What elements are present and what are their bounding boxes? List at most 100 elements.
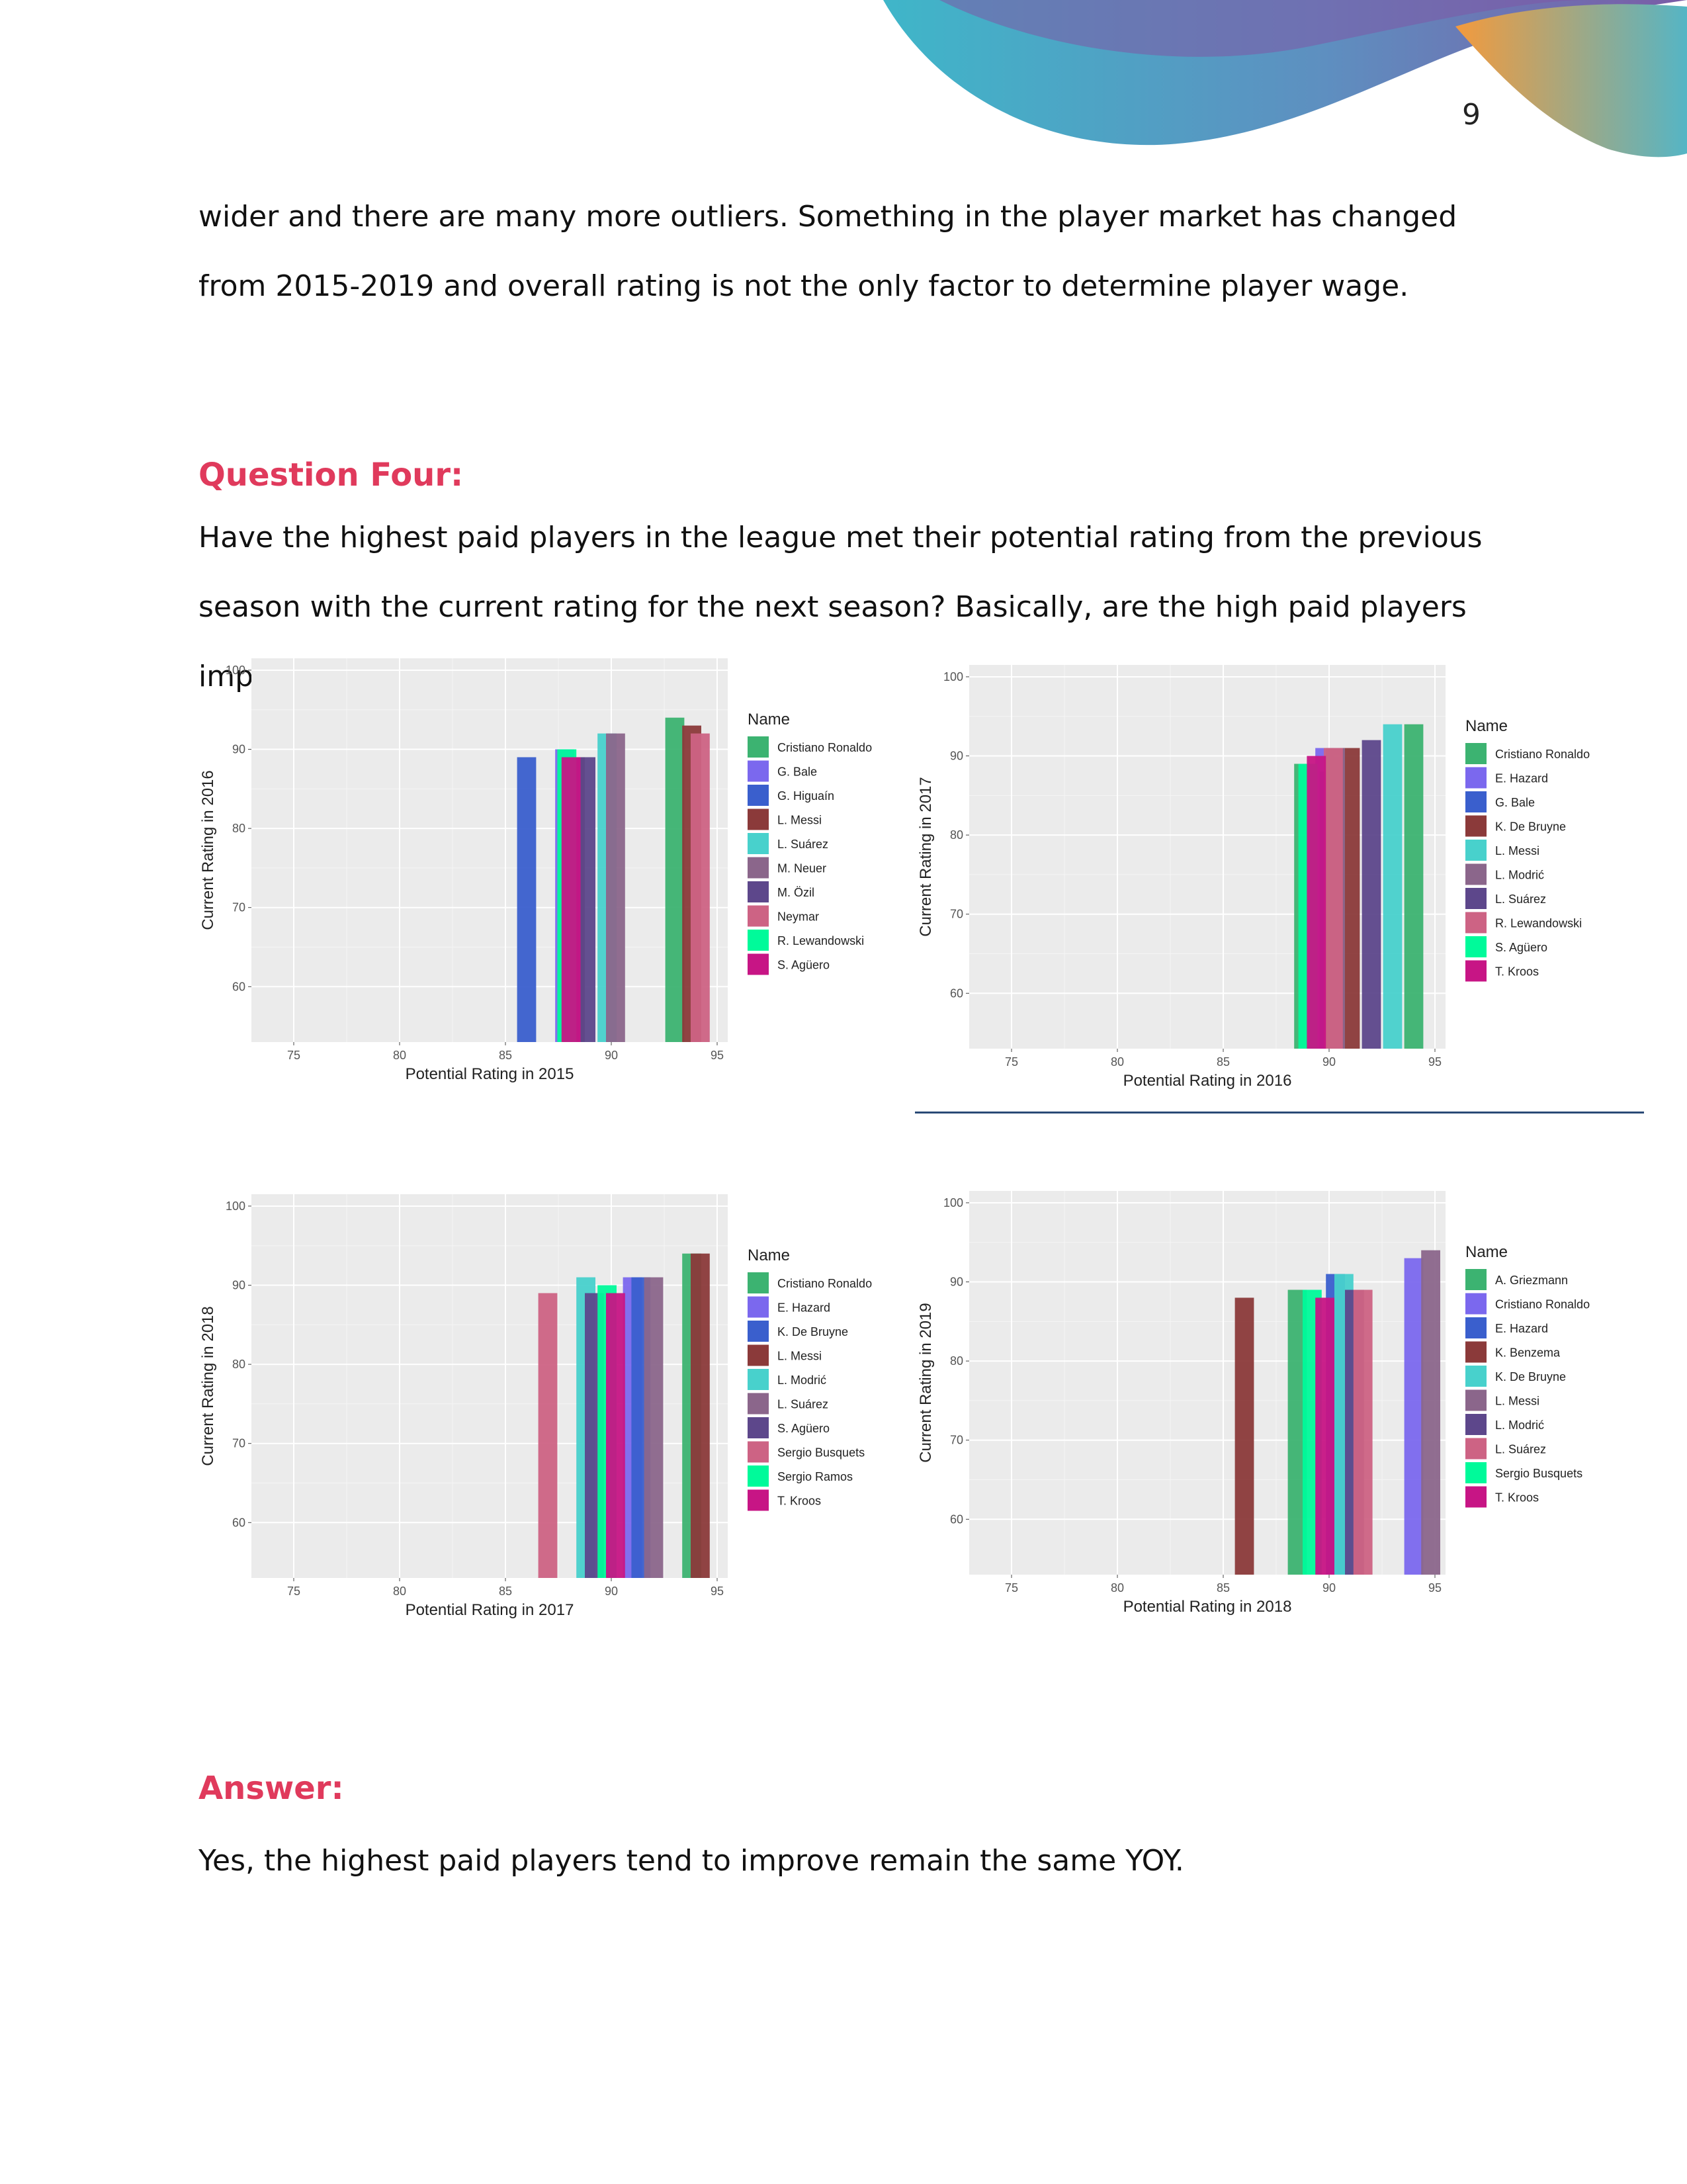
- legend-swatch: [748, 1369, 769, 1390]
- legend-swatch: [748, 930, 769, 951]
- y-tick-label: 80: [232, 1358, 245, 1371]
- divider-line: [915, 1112, 1644, 1114]
- x-tick-label: 75: [287, 1585, 300, 1598]
- legend-swatch: [748, 1465, 769, 1487]
- y-tick-label: 80: [950, 828, 963, 842]
- answer-text: Yes, the highest paid players tend to im…: [198, 1844, 1184, 1878]
- legend-swatch: [1465, 936, 1487, 957]
- y-tick-label: 100: [226, 664, 245, 677]
- x-tick-label: 95: [711, 1585, 724, 1598]
- legend-entry: L. Suárez: [777, 1398, 828, 1411]
- legend-swatch: [748, 1489, 769, 1511]
- legend-swatch: [748, 1296, 769, 1318]
- legend-entry: L. Messi: [777, 1350, 822, 1363]
- bar: [1307, 756, 1326, 1049]
- y-tick-label: 90: [232, 1279, 245, 1292]
- bar: [691, 733, 710, 1042]
- legend-swatch: [1465, 1462, 1487, 1483]
- legend-swatch: [1465, 743, 1487, 764]
- x-tick-label: 95: [711, 1049, 724, 1062]
- legend-entry: L. Suárez: [1495, 1443, 1546, 1456]
- legend-entry: S. Agüero: [1495, 941, 1547, 954]
- legend-swatch: [1465, 1293, 1487, 1315]
- legend-swatch: [748, 881, 769, 902]
- legend-swatch: [1465, 1269, 1487, 1290]
- intro-paragraph: wider and there are many more outliers. …: [198, 200, 1457, 303]
- legend-swatch: [748, 953, 769, 975]
- legend-entry: G. Bale: [777, 765, 817, 779]
- legend-title: Name: [748, 711, 790, 728]
- decorative-wave-header: [883, 0, 1687, 157]
- bar: [665, 717, 685, 1042]
- legend-swatch: [748, 857, 769, 879]
- bar: [1324, 748, 1343, 1049]
- bar: [1404, 724, 1424, 1049]
- legend-entry: K. Benzema: [1495, 1346, 1561, 1360]
- page-number: 9: [1462, 98, 1481, 132]
- x-axis-title: Potential Rating in 2017: [406, 1601, 574, 1619]
- y-tick-label: 60: [950, 1512, 963, 1526]
- x-tick-label: 80: [393, 1585, 406, 1598]
- x-tick-label: 85: [1217, 1581, 1230, 1594]
- legend-swatch: [748, 785, 769, 806]
- bar: [1353, 1289, 1373, 1575]
- legend-swatch: [1465, 912, 1487, 934]
- legend-entry: Cristiano Ronaldo: [1495, 748, 1590, 761]
- legend-swatch: [748, 1272, 769, 1293]
- chart-2016-2017: 75 80 85 90 95 60 70 80 90 100 Potential Rating in…: [916, 652, 1657, 1115]
- bar: [1404, 1258, 1424, 1575]
- legend-entry: Cristiano Ronaldo: [777, 741, 872, 754]
- y-tick-label: 100: [943, 670, 963, 683]
- x-tick-label: 80: [393, 1049, 406, 1062]
- legend-swatch: [1465, 767, 1487, 789]
- chart-2017-2018: 75 80 85 90 95 60 70 80 90 100 Potential Rating in…: [198, 1181, 939, 1644]
- bar: [517, 757, 537, 1042]
- legend-entry: L. Modrić: [1495, 1419, 1544, 1432]
- legend-swatch: [748, 833, 769, 854]
- legend-swatch: [1465, 815, 1487, 837]
- x-tick-label: 90: [605, 1585, 618, 1598]
- legend-entry: G. Higuaín: [777, 789, 834, 803]
- bar: [561, 757, 581, 1042]
- bar: [1383, 724, 1403, 1049]
- bar: [538, 1293, 558, 1578]
- x-tick-label: 90: [605, 1049, 618, 1062]
- legend-entry: L. Modrić: [777, 1374, 826, 1387]
- legend-swatch: [748, 1417, 769, 1438]
- bar: [1234, 1297, 1254, 1575]
- legend-swatch: [748, 736, 769, 758]
- y-tick-label: 70: [232, 901, 245, 914]
- legend-swatch: [1465, 863, 1487, 885]
- legend-entry: L. Modrić: [1495, 869, 1544, 882]
- y-tick-label: 90: [232, 743, 245, 756]
- legend-swatch: [1465, 960, 1487, 982]
- legend-entry: E. Hazard: [1495, 772, 1548, 785]
- x-axis-title: Potential Rating in 2018: [1123, 1598, 1292, 1616]
- legend-entry: K. De Bruyne: [1495, 1370, 1566, 1383]
- legend-entry: R. Lewandowski: [777, 934, 864, 947]
- bar: [644, 1277, 664, 1578]
- x-tick-label: 85: [499, 1049, 512, 1062]
- y-tick-label: 60: [232, 1516, 245, 1529]
- legend-entry: S. Agüero: [777, 959, 830, 972]
- legend-entry: Cristiano Ronaldo: [1495, 1298, 1590, 1311]
- y-tick-label: 60: [950, 986, 963, 1000]
- chart-svg: 75 80 85 90 95 60 70 80 90 100 Potential Rating in…: [917, 665, 1590, 1090]
- plot-panel: [969, 1191, 1446, 1575]
- x-tick-label: 80: [1111, 1581, 1124, 1594]
- bar: [691, 1253, 710, 1578]
- legend-entry: G. Bale: [1495, 796, 1535, 809]
- x-axis-title: Potential Rating in 2015: [406, 1065, 574, 1083]
- x-tick-label: 85: [499, 1585, 512, 1598]
- y-tick-label: 80: [950, 1354, 963, 1368]
- bar: [606, 733, 625, 1042]
- legend-entry: L. Messi: [1495, 1395, 1539, 1408]
- legend-swatch: [748, 808, 769, 830]
- y-tick-label: 90: [950, 1276, 963, 1289]
- legend-entry: T. Kroos: [1495, 1491, 1539, 1505]
- legend-swatch: [1465, 1317, 1487, 1338]
- x-tick-label: 90: [1322, 1055, 1336, 1069]
- legend-entry: A. Griezmann: [1495, 1274, 1568, 1287]
- legend-entry: M. Neuer: [777, 862, 826, 875]
- x-tick-label: 80: [1111, 1055, 1124, 1069]
